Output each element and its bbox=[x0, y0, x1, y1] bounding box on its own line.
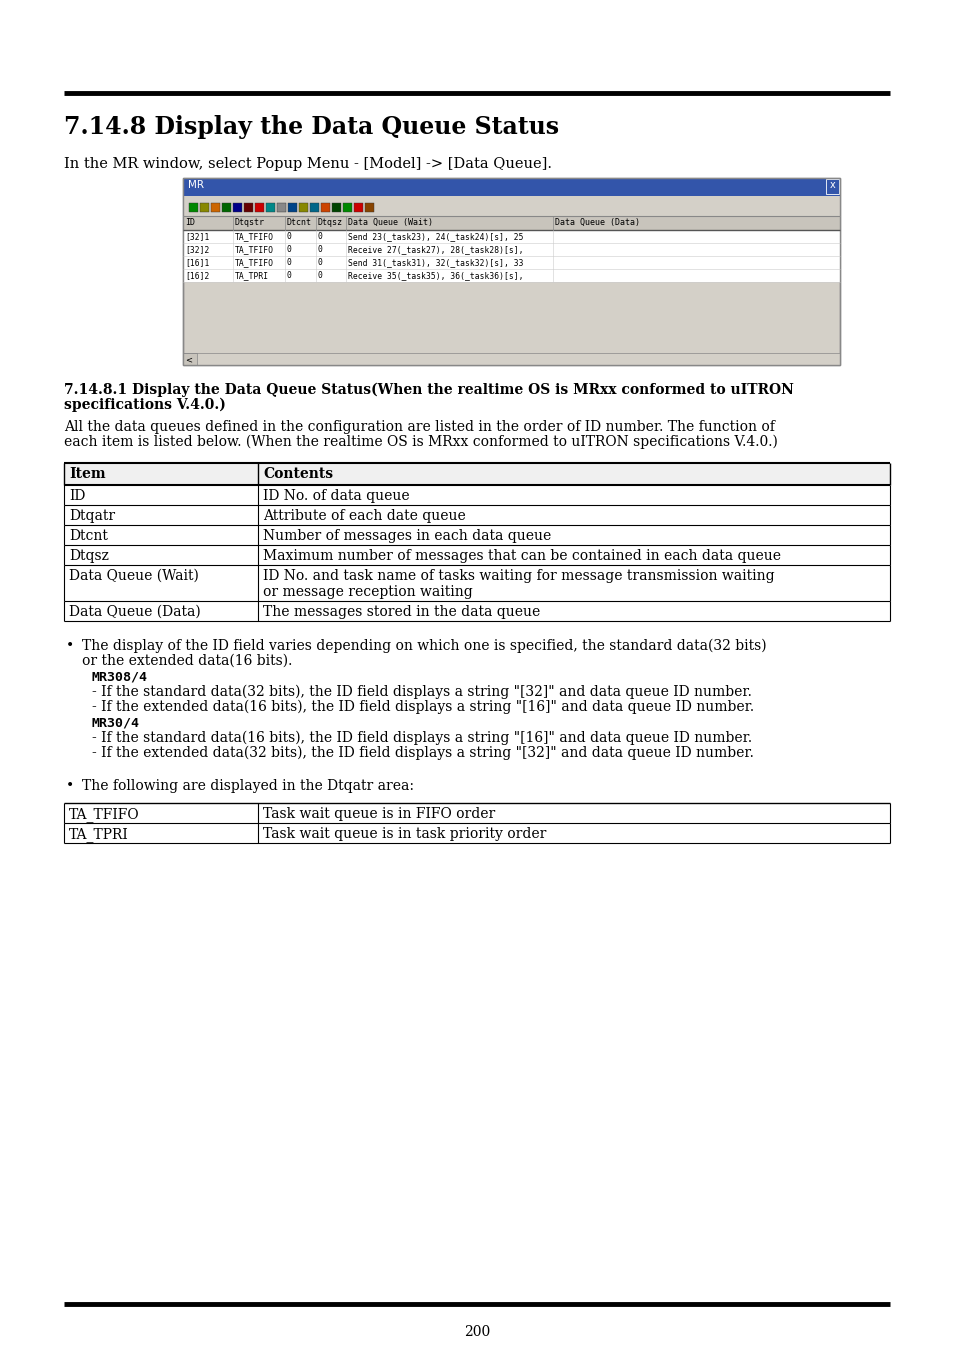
Text: TA_TFIFO: TA_TFIFO bbox=[69, 807, 139, 822]
Bar bbox=[183, 256, 840, 269]
Bar bbox=[254, 202, 264, 212]
Bar bbox=[183, 352, 840, 365]
Text: [32]1: [32]1 bbox=[185, 232, 209, 242]
Bar bbox=[183, 178, 840, 364]
Text: or the extended data(16 bits).: or the extended data(16 bits). bbox=[82, 653, 292, 668]
Bar bbox=[365, 202, 374, 212]
Bar bbox=[298, 202, 308, 212]
Text: TA_TFIFO: TA_TFIFO bbox=[234, 232, 274, 242]
Text: Number of messages in each data queue: Number of messages in each data queue bbox=[263, 529, 551, 543]
Bar bbox=[64, 463, 889, 485]
Text: Task wait queue is in FIFO order: Task wait queue is in FIFO order bbox=[263, 807, 495, 821]
Text: Data Queue (Data): Data Queue (Data) bbox=[555, 217, 639, 227]
Text: All the data queues defined in the configuration are listed in the order of ID n: All the data queues defined in the confi… bbox=[64, 420, 774, 433]
Text: or message reception waiting: or message reception waiting bbox=[263, 585, 473, 599]
Text: [16]1: [16]1 bbox=[185, 258, 209, 267]
Text: Maximum number of messages that can be contained in each data queue: Maximum number of messages that can be c… bbox=[263, 549, 781, 563]
Text: each item is listed below. (When the realtime OS is MRxx conformed to uITRON spe: each item is listed below. (When the rea… bbox=[64, 435, 777, 450]
Bar bbox=[288, 202, 296, 212]
Bar bbox=[222, 202, 231, 212]
Text: - If the standard data(16 bits), the ID field displays a string "[16]" and data : - If the standard data(16 bits), the ID … bbox=[91, 730, 751, 745]
Text: 0: 0 bbox=[317, 244, 322, 254]
Text: Contents: Contents bbox=[263, 467, 333, 481]
Text: ID: ID bbox=[185, 217, 194, 227]
Bar bbox=[183, 352, 196, 365]
Text: 7.14.8.1 Display the Data Queue Status(When the realtime OS is MRxx conformed to: 7.14.8.1 Display the Data Queue Status(W… bbox=[64, 383, 793, 397]
Text: MR308/4: MR308/4 bbox=[91, 671, 148, 684]
Text: Dtqstr: Dtqstr bbox=[234, 217, 265, 227]
Text: •: • bbox=[66, 779, 74, 792]
Text: Send 23(_task23), 24(_task24)[s], 25: Send 23(_task23), 24(_task24)[s], 25 bbox=[348, 232, 523, 242]
Bar bbox=[183, 243, 840, 256]
Bar bbox=[320, 202, 330, 212]
Text: TA_TFIFO: TA_TFIFO bbox=[234, 244, 274, 254]
Text: 0: 0 bbox=[317, 271, 322, 279]
Text: 7.14.8 Display the Data Queue Status: 7.14.8 Display the Data Queue Status bbox=[64, 115, 558, 139]
Text: <: < bbox=[185, 355, 192, 364]
Text: Item: Item bbox=[69, 467, 106, 481]
Text: [16]2: [16]2 bbox=[185, 271, 209, 279]
Text: [32]2: [32]2 bbox=[185, 244, 209, 254]
Text: Data Queue (Wait): Data Queue (Wait) bbox=[348, 217, 433, 227]
Text: The following are displayed in the Dtqatr area:: The following are displayed in the Dtqat… bbox=[82, 779, 414, 792]
Text: Receive 27(_task27), 28(_task28)[s],: Receive 27(_task27), 28(_task28)[s], bbox=[348, 244, 523, 254]
Text: 0: 0 bbox=[287, 244, 292, 254]
Text: ID: ID bbox=[69, 489, 85, 504]
Bar bbox=[183, 178, 840, 364]
Bar bbox=[200, 202, 209, 212]
Text: In the MR window, select Popup Menu - [Model] -> [Data Queue].: In the MR window, select Popup Menu - [M… bbox=[64, 157, 552, 171]
Text: Data Queue (Data): Data Queue (Data) bbox=[69, 605, 200, 620]
Bar bbox=[244, 202, 253, 212]
Bar bbox=[183, 269, 840, 282]
Text: TA_TFIFO: TA_TFIFO bbox=[234, 258, 274, 267]
Text: Dtqsz: Dtqsz bbox=[69, 549, 109, 563]
Text: 0: 0 bbox=[287, 271, 292, 279]
Text: - If the extended data(16 bits), the ID field displays a string "[16]" and data : - If the extended data(16 bits), the ID … bbox=[91, 701, 753, 714]
Text: Attribute of each date queue: Attribute of each date queue bbox=[263, 509, 465, 522]
Bar bbox=[233, 202, 242, 212]
Bar bbox=[354, 202, 363, 212]
Text: 0: 0 bbox=[317, 258, 322, 267]
Text: Dtqatr: Dtqatr bbox=[69, 509, 115, 522]
Bar bbox=[343, 202, 352, 212]
Text: MR30/4: MR30/4 bbox=[91, 717, 140, 730]
Bar bbox=[332, 202, 340, 212]
Text: TA_TPRI: TA_TPRI bbox=[234, 271, 269, 279]
Text: Receive 35(_task35), 36(_task36)[s],: Receive 35(_task35), 36(_task36)[s], bbox=[348, 271, 523, 279]
Text: 0: 0 bbox=[287, 258, 292, 267]
Text: •: • bbox=[66, 639, 74, 653]
Text: MR: MR bbox=[188, 180, 204, 190]
Text: Data Queue (Wait): Data Queue (Wait) bbox=[69, 568, 198, 583]
Text: Dtcnt: Dtcnt bbox=[287, 217, 312, 227]
Text: 0: 0 bbox=[287, 232, 292, 242]
Text: TA_TPRI: TA_TPRI bbox=[69, 828, 129, 842]
Text: x: x bbox=[829, 180, 835, 190]
Text: The messages stored in the data queue: The messages stored in the data queue bbox=[263, 605, 539, 620]
Bar bbox=[211, 202, 220, 212]
Text: 0: 0 bbox=[317, 232, 322, 242]
Bar bbox=[310, 202, 318, 212]
Text: - If the standard data(32 bits), the ID field displays a string "[32]" and data : - If the standard data(32 bits), the ID … bbox=[91, 684, 751, 699]
Text: specifications V.4.0.): specifications V.4.0.) bbox=[64, 398, 226, 412]
Text: Task wait queue is in task priority order: Task wait queue is in task priority orde… bbox=[263, 828, 546, 841]
Text: ID No. and task name of tasks waiting for message transmission waiting: ID No. and task name of tasks waiting fo… bbox=[263, 568, 774, 583]
Text: Send 31(_task31), 32(_task32)[s], 33: Send 31(_task31), 32(_task32)[s], 33 bbox=[348, 258, 523, 267]
Bar bbox=[183, 196, 840, 216]
Text: Dtqsz: Dtqsz bbox=[317, 217, 343, 227]
Text: ID No. of data queue: ID No. of data queue bbox=[263, 489, 409, 504]
Bar bbox=[825, 180, 838, 194]
Text: - If the extended data(32 bits), the ID field displays a string "[32]" and data : - If the extended data(32 bits), the ID … bbox=[91, 747, 753, 760]
Bar bbox=[183, 216, 840, 230]
Text: The display of the ID field varies depending on which one is specified, the stan: The display of the ID field varies depen… bbox=[82, 639, 766, 653]
Bar bbox=[183, 230, 840, 243]
Bar bbox=[276, 202, 286, 212]
Text: Dtcnt: Dtcnt bbox=[69, 529, 108, 543]
Bar bbox=[183, 178, 840, 196]
Text: 200: 200 bbox=[463, 1324, 490, 1339]
Bar bbox=[266, 202, 274, 212]
Bar bbox=[189, 202, 198, 212]
